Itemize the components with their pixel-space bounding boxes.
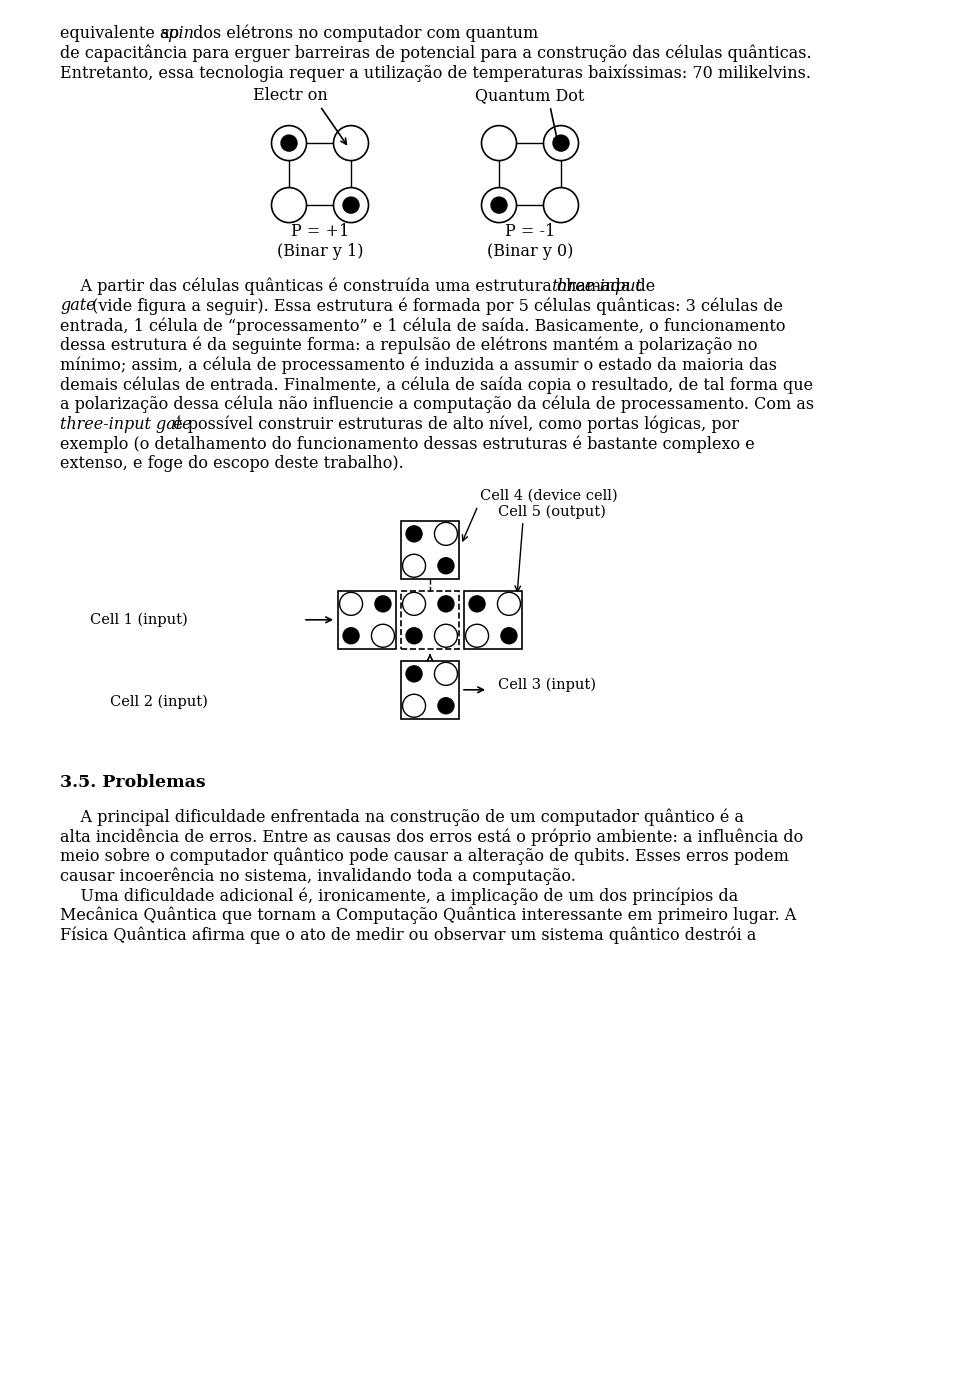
Text: (vide figura a seguir). Essa estrutura é formada por 5 células quânticas: 3 célu: (vide figura a seguir). Essa estrutura é… [87, 298, 783, 315]
Text: entrada, 1 célula de “processamento” e 1 célula de saída. Basicamente, o funcion: entrada, 1 célula de “processamento” e 1… [60, 317, 785, 334]
Text: Uma dificuldade adicional é, ironicamente, a implicação de um dos princípios da: Uma dificuldade adicional é, ironicament… [60, 887, 738, 905]
Text: Cell 3 (input): Cell 3 (input) [498, 678, 596, 692]
Text: Electr on: Electr on [252, 88, 327, 104]
Circle shape [272, 188, 306, 223]
Bar [401, 590, 459, 649]
Bar [338, 590, 396, 649]
Text: extenso, e foge do escopo deste trabalho).: extenso, e foge do escopo deste trabalho… [60, 455, 404, 472]
Text: Mecânica Quântica que tornam a Computação Quântica interessante em primeiro luga: Mecânica Quântica que tornam a Computaçã… [60, 908, 796, 924]
Circle shape [491, 198, 507, 213]
Text: equivalente ao: equivalente ao [60, 25, 184, 42]
Circle shape [340, 593, 363, 615]
Circle shape [435, 624, 458, 647]
Text: Física Quântica afirma que o ato de medir ou observar um sistema quântico destró: Física Quântica afirma que o ato de medi… [60, 927, 756, 944]
Text: mínimo; assim, a célula de processamento é induzida a assumir o estado da maiori: mínimo; assim, a célula de processamento… [60, 356, 777, 374]
Text: Cell 1 (input): Cell 1 (input) [90, 612, 188, 626]
Text: meio sobre o computador quântico pode causar a alteração de qubits. Esses erros : meio sobre o computador quântico pode ca… [60, 848, 789, 866]
Circle shape [272, 125, 306, 160]
Text: A principal dificuldade enfrentada na construção de um computador quântico é a: A principal dificuldade enfrentada na co… [60, 809, 744, 825]
Bar [464, 590, 522, 649]
Text: é possível construir estruturas de alto nível, como portas lógicas, por: é possível construir estruturas de alto … [168, 416, 738, 433]
Text: Cell 5 (output): Cell 5 (output) [498, 504, 606, 519]
Circle shape [402, 593, 425, 615]
Text: (Binar y 1): (Binar y 1) [276, 242, 363, 260]
Circle shape [466, 624, 489, 647]
Text: causar incoerência no sistema, invalidando toda a computação.: causar incoerência no sistema, invalidan… [60, 867, 576, 885]
Circle shape [333, 125, 369, 160]
Circle shape [543, 188, 579, 223]
Text: P = +1: P = +1 [291, 223, 349, 239]
Bar [401, 521, 459, 579]
Text: P = -1: P = -1 [505, 223, 555, 239]
Text: three-input gate: three-input gate [60, 416, 192, 433]
Text: gate: gate [60, 298, 96, 315]
Circle shape [343, 198, 359, 213]
Text: dos elétrons no computador com quantum: dos elétrons no computador com quantum [188, 25, 543, 43]
Text: Quantum Dot: Quantum Dot [475, 88, 585, 104]
Circle shape [343, 628, 359, 643]
Text: demais células de entrada. Finalmente, a célula de saída copia o resultado, de t: demais células de entrada. Finalmente, a… [60, 376, 813, 394]
Text: (Binar y 0): (Binar y 0) [487, 242, 573, 260]
Text: Cell 4 (device cell): Cell 4 (device cell) [480, 489, 617, 503]
Text: 3.5. Problemas: 3.5. Problemas [60, 774, 205, 791]
Text: Entretanto, essa tecnologia requer a utilização de temperaturas baixíssimas: 70 : Entretanto, essa tecnologia requer a uti… [60, 64, 811, 82]
Circle shape [406, 665, 422, 682]
Text: dessa estrutura é da seguinte forma: a repulsão de elétrons mantém a polarização: dessa estrutura é da seguinte forma: a r… [60, 337, 757, 355]
Circle shape [435, 522, 458, 546]
Text: three-input: three-input [551, 278, 642, 295]
Bar [401, 661, 459, 718]
Circle shape [497, 593, 520, 615]
Circle shape [543, 125, 579, 160]
Text: spin: spin [161, 25, 195, 42]
Text: alta incidência de erros. Entre as causas dos erros está o próprio ambiente: a i: alta incidência de erros. Entre as causa… [60, 828, 804, 846]
Text: de capacitância para erguer barreiras de potencial para a construção das células: de capacitância para erguer barreiras de… [60, 45, 811, 63]
Circle shape [438, 558, 454, 574]
Circle shape [372, 624, 395, 647]
Circle shape [406, 526, 422, 541]
Text: A partir das células quânticas é construída uma estrutura chamada de: A partir das células quânticas é constru… [60, 278, 660, 295]
Circle shape [402, 695, 425, 717]
Circle shape [281, 135, 297, 152]
Circle shape [435, 663, 458, 685]
Circle shape [438, 596, 454, 612]
Circle shape [375, 596, 391, 612]
Text: exemplo (o detalhamento do funcionamento dessas estruturas é bastante complexo e: exemplo (o detalhamento do funcionamento… [60, 436, 755, 452]
Circle shape [438, 697, 454, 714]
Text: Cell 2 (input): Cell 2 (input) [110, 695, 208, 709]
Circle shape [469, 596, 485, 612]
Circle shape [553, 135, 569, 152]
Circle shape [482, 125, 516, 160]
Circle shape [482, 188, 516, 223]
Circle shape [406, 628, 422, 643]
Circle shape [402, 554, 425, 578]
Circle shape [333, 188, 369, 223]
Circle shape [501, 628, 516, 643]
Text: a polarização dessa célula não influencie a computação da célula de processament: a polarização dessa célula não influenci… [60, 395, 814, 413]
